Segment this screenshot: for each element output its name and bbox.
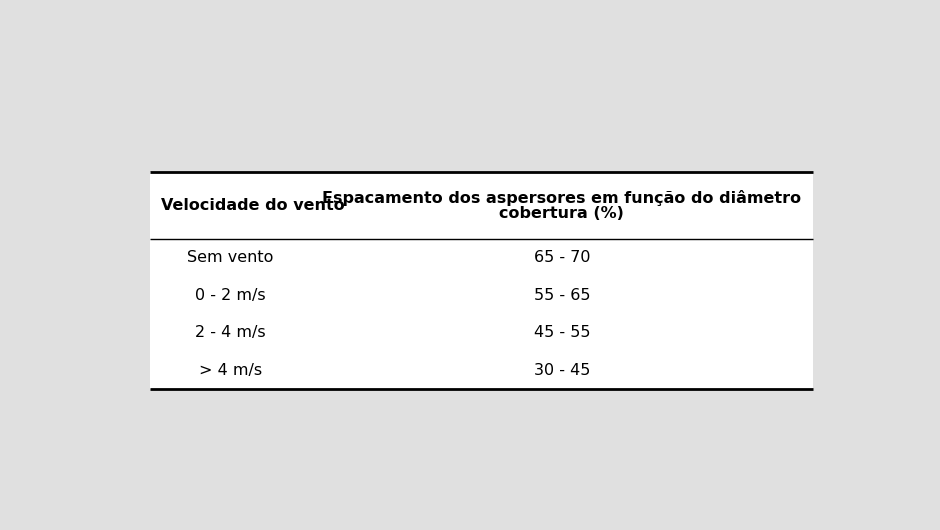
Text: 65 - 70: 65 - 70 bbox=[534, 250, 590, 266]
Text: 0 - 2 m/s: 0 - 2 m/s bbox=[196, 288, 266, 303]
Bar bbox=[150, 172, 813, 389]
Text: 45 - 55: 45 - 55 bbox=[534, 325, 590, 340]
Text: 55 - 65: 55 - 65 bbox=[534, 288, 590, 303]
Text: 30 - 45: 30 - 45 bbox=[534, 363, 590, 378]
Text: 2 - 4 m/s: 2 - 4 m/s bbox=[196, 325, 266, 340]
Text: cobertura (%): cobertura (%) bbox=[499, 206, 624, 220]
Text: Sem vento: Sem vento bbox=[187, 250, 274, 266]
Text: Velocidade do vento: Velocidade do vento bbox=[162, 198, 345, 213]
Text: Espacamento dos aspersores em função do diâmetro: Espacamento dos aspersores em função do … bbox=[322, 190, 802, 206]
Text: > 4 m/s: > 4 m/s bbox=[199, 363, 262, 378]
